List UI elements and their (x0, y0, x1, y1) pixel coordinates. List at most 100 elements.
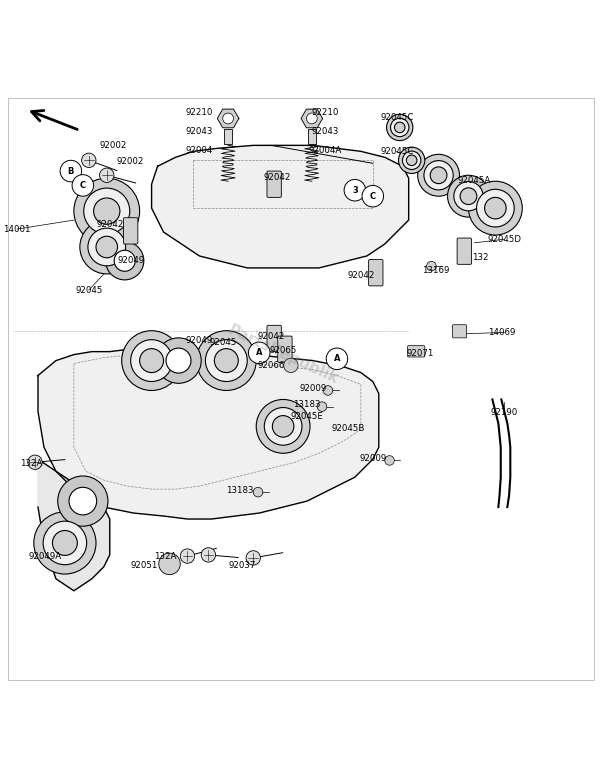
Circle shape (385, 456, 394, 465)
Circle shape (253, 487, 263, 497)
Text: 132A: 132A (20, 459, 42, 468)
Circle shape (82, 153, 96, 167)
Text: 92045: 92045 (75, 285, 103, 294)
Text: 92045C: 92045C (380, 113, 413, 122)
Text: PartsRepublik: PartsRepublik (226, 322, 341, 387)
FancyBboxPatch shape (457, 238, 472, 264)
Text: 92009: 92009 (299, 384, 326, 393)
Text: 13169: 13169 (422, 267, 449, 275)
FancyBboxPatch shape (308, 129, 316, 144)
Text: B: B (68, 167, 74, 176)
Circle shape (43, 521, 86, 565)
Circle shape (460, 188, 477, 205)
Circle shape (323, 386, 333, 395)
Circle shape (205, 339, 247, 381)
Circle shape (140, 349, 164, 373)
Circle shape (264, 408, 302, 445)
Circle shape (427, 261, 436, 271)
FancyBboxPatch shape (124, 218, 138, 244)
Circle shape (248, 342, 270, 363)
FancyBboxPatch shape (452, 325, 467, 338)
Text: 92043: 92043 (311, 127, 338, 136)
Text: A: A (334, 354, 340, 363)
Circle shape (391, 119, 409, 136)
Circle shape (272, 415, 294, 437)
Circle shape (403, 151, 421, 170)
Circle shape (214, 349, 238, 373)
FancyBboxPatch shape (368, 260, 383, 286)
Circle shape (406, 155, 417, 166)
Text: 92065: 92065 (269, 346, 297, 355)
Circle shape (284, 358, 298, 373)
Circle shape (72, 174, 94, 196)
Text: 92004: 92004 (186, 146, 213, 155)
Text: 3: 3 (352, 186, 358, 195)
Circle shape (69, 487, 97, 515)
Circle shape (96, 236, 118, 258)
Circle shape (317, 402, 327, 412)
Circle shape (74, 178, 140, 244)
FancyBboxPatch shape (224, 129, 232, 144)
Text: 14001: 14001 (4, 225, 31, 233)
Text: 14069: 14069 (488, 328, 515, 337)
Circle shape (60, 160, 82, 182)
Text: 92045E: 92045E (290, 412, 323, 421)
Circle shape (122, 331, 181, 391)
Text: 92002: 92002 (99, 141, 127, 150)
Polygon shape (38, 460, 110, 591)
Circle shape (34, 512, 96, 574)
Text: 92045B: 92045B (331, 424, 364, 432)
Circle shape (307, 113, 317, 124)
Circle shape (454, 181, 483, 211)
Circle shape (106, 242, 144, 280)
Circle shape (362, 185, 383, 207)
Polygon shape (152, 146, 409, 268)
Circle shape (430, 167, 447, 184)
Circle shape (94, 198, 120, 224)
Text: 92042: 92042 (96, 220, 124, 229)
Text: 92037: 92037 (229, 561, 256, 570)
Circle shape (448, 175, 490, 217)
Text: 92049: 92049 (117, 256, 144, 264)
Circle shape (84, 188, 130, 234)
Polygon shape (38, 349, 379, 519)
Text: 132: 132 (472, 253, 488, 262)
Circle shape (344, 180, 365, 201)
Text: 92045: 92045 (209, 338, 237, 347)
Text: 92042: 92042 (257, 332, 285, 341)
Text: 92049: 92049 (186, 336, 213, 346)
FancyBboxPatch shape (267, 326, 281, 352)
Circle shape (394, 122, 405, 133)
Circle shape (424, 160, 453, 190)
Text: 92009: 92009 (359, 453, 386, 463)
FancyBboxPatch shape (278, 336, 292, 363)
Text: 92043: 92043 (186, 127, 213, 136)
Text: C: C (370, 191, 376, 201)
Circle shape (326, 348, 347, 370)
Circle shape (196, 331, 256, 391)
Circle shape (166, 348, 191, 373)
FancyBboxPatch shape (407, 346, 425, 357)
Text: 13183: 13183 (226, 486, 254, 494)
Text: 92045C: 92045C (380, 146, 413, 156)
FancyBboxPatch shape (267, 171, 281, 198)
Circle shape (469, 181, 522, 235)
Text: A: A (256, 348, 262, 357)
Circle shape (100, 168, 114, 182)
Circle shape (58, 476, 108, 526)
Circle shape (156, 338, 201, 384)
Text: 92210: 92210 (186, 108, 213, 117)
Circle shape (28, 455, 42, 470)
Text: 92002: 92002 (117, 157, 145, 166)
Circle shape (114, 250, 135, 271)
Circle shape (80, 220, 134, 274)
Circle shape (180, 549, 194, 563)
Polygon shape (217, 109, 239, 128)
Text: 92045D: 92045D (487, 235, 521, 243)
Circle shape (159, 553, 180, 574)
Circle shape (386, 114, 413, 140)
Text: 92049A: 92049A (29, 552, 62, 560)
Text: 92210: 92210 (311, 108, 338, 117)
Circle shape (201, 548, 215, 562)
Text: 92071: 92071 (407, 349, 434, 358)
